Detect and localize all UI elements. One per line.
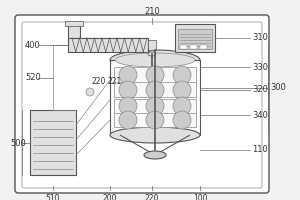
- Circle shape: [119, 81, 137, 99]
- Circle shape: [119, 97, 137, 115]
- Circle shape: [119, 66, 137, 84]
- Text: 310: 310: [252, 33, 268, 43]
- Text: 340: 340: [252, 110, 268, 119]
- Bar: [190, 45, 197, 49]
- Text: 100: 100: [193, 194, 207, 200]
- Text: 520: 520: [25, 73, 41, 82]
- Circle shape: [146, 81, 164, 99]
- Bar: [68, 24, 80, 42]
- Ellipse shape: [115, 53, 195, 67]
- Text: 500: 500: [10, 138, 26, 148]
- Bar: [180, 45, 187, 49]
- Circle shape: [119, 111, 137, 129]
- Text: 400: 400: [25, 40, 41, 49]
- Circle shape: [173, 97, 191, 115]
- Text: 300: 300: [270, 84, 286, 92]
- Text: 221: 221: [108, 77, 122, 86]
- Bar: [114, 99, 196, 127]
- Circle shape: [86, 88, 94, 96]
- Bar: [114, 67, 196, 97]
- FancyBboxPatch shape: [15, 15, 269, 193]
- Bar: [110, 60, 200, 135]
- Bar: [68, 38, 148, 52]
- Text: 510: 510: [46, 194, 60, 200]
- Text: 220: 220: [92, 77, 106, 86]
- Text: 110: 110: [252, 146, 268, 154]
- Text: 200: 200: [103, 194, 117, 200]
- Text: 210: 210: [144, 7, 160, 16]
- Bar: [200, 45, 207, 49]
- Ellipse shape: [110, 127, 200, 143]
- Circle shape: [146, 66, 164, 84]
- Bar: [178, 29, 212, 49]
- Circle shape: [173, 66, 191, 84]
- Circle shape: [146, 111, 164, 129]
- Text: 330: 330: [252, 62, 268, 72]
- Bar: [30, 110, 76, 175]
- Bar: [65, 21, 83, 26]
- Ellipse shape: [144, 151, 166, 159]
- Circle shape: [173, 111, 191, 129]
- Ellipse shape: [110, 50, 200, 70]
- Circle shape: [146, 97, 164, 115]
- Circle shape: [173, 81, 191, 99]
- Text: 220: 220: [145, 194, 159, 200]
- Text: 320: 320: [252, 86, 268, 95]
- Bar: [175, 24, 215, 52]
- Ellipse shape: [148, 52, 156, 56]
- Bar: [148, 40, 156, 50]
